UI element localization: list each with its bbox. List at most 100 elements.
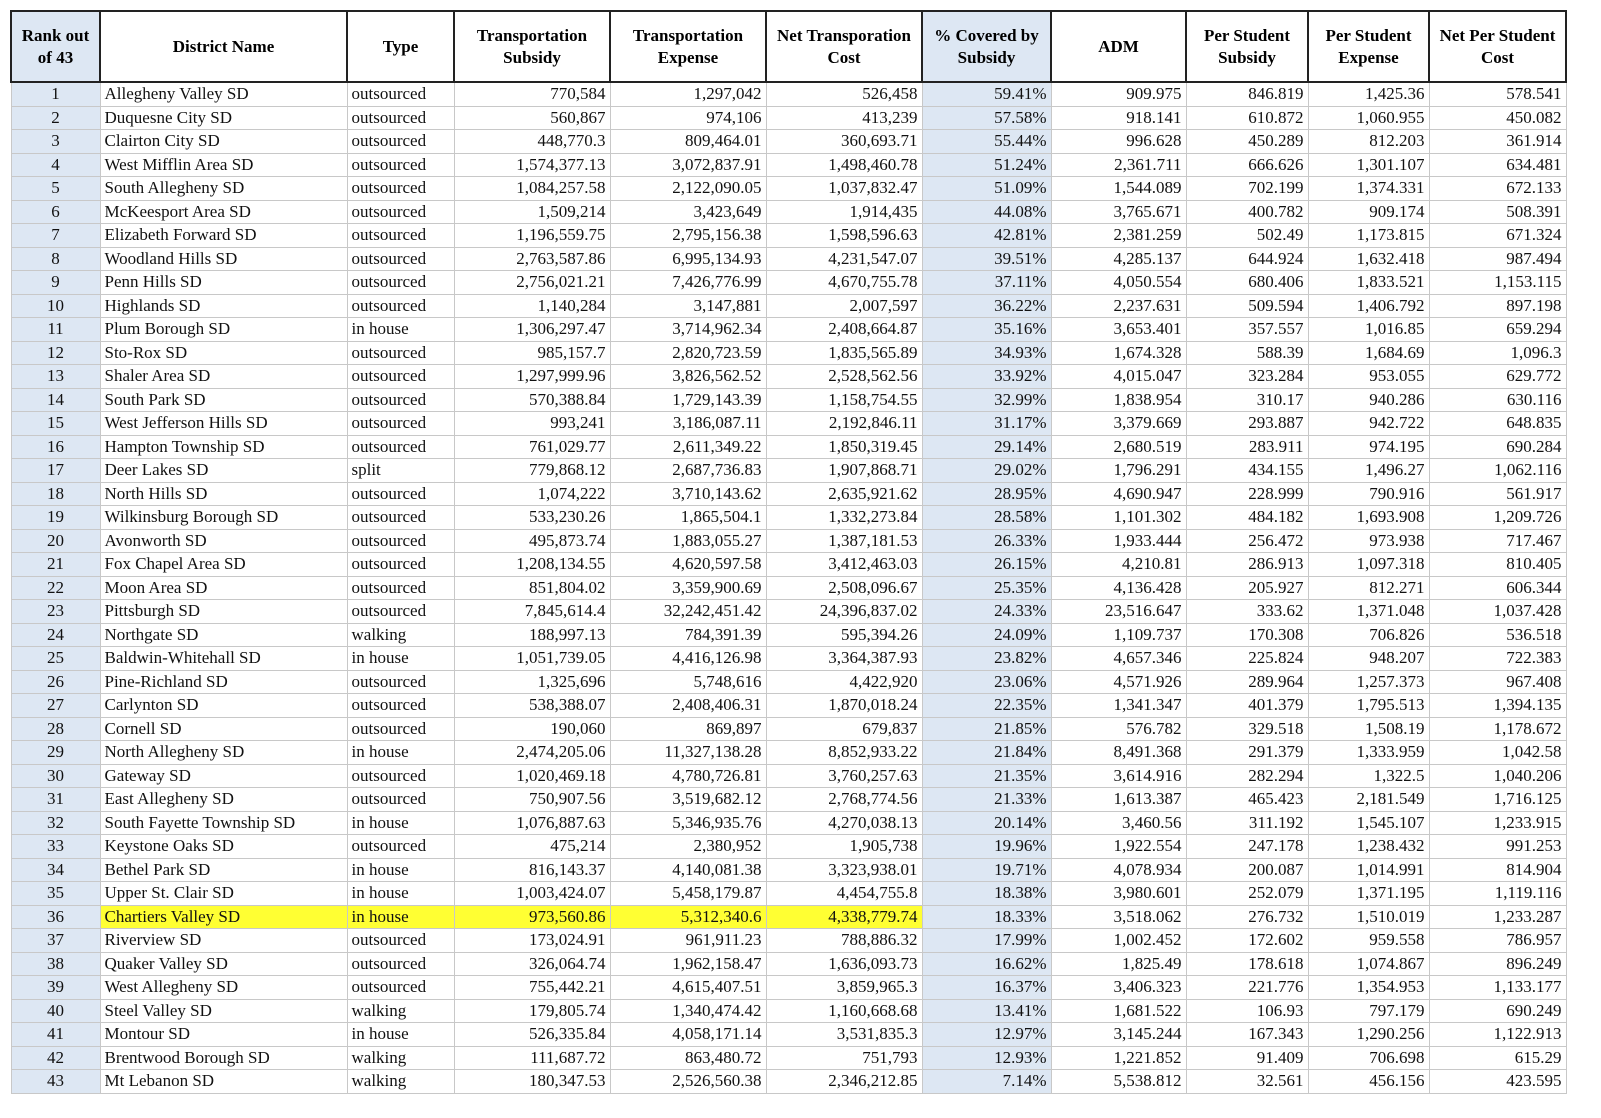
table-cell: 1,101.302	[1050, 505, 1187, 530]
table-cell: 1,333.959	[1307, 740, 1430, 765]
table-cell: 1,870,018.24	[765, 693, 923, 718]
table-cell: 1,016.85	[1307, 317, 1430, 342]
table-cell: 35.16%	[921, 317, 1052, 342]
table-cell: Cornell SD	[99, 716, 348, 741]
table-cell: 4,571.926	[1050, 669, 1187, 694]
table-cell: 1,153.115	[1428, 270, 1567, 295]
table-cell: 25	[10, 646, 101, 671]
table-cell: 26.15%	[921, 552, 1052, 577]
table-cell: outsourced	[346, 364, 455, 389]
table-cell: 973,560.86	[453, 904, 611, 929]
table-row: 6 McKeesport Area SD outsourced 1,509,214 3,…	[10, 199, 1567, 224]
table-cell: 570,388.84	[453, 387, 611, 412]
table-cell: 1,233.287	[1428, 904, 1567, 929]
table-cell: 39.51%	[921, 246, 1052, 271]
table-cell: 3,423,649	[609, 199, 767, 224]
table-cell: 28.95%	[921, 481, 1052, 506]
table-cell: Keystone Oaks SD	[99, 834, 348, 859]
table-cell: 1,545.107	[1307, 810, 1430, 835]
table-cell: 9	[10, 270, 101, 295]
table-cell: 170.308	[1185, 622, 1309, 647]
table-cell: 533,230.26	[453, 505, 611, 530]
table-cell: Clairton City SD	[99, 129, 348, 154]
table-row: 29 North Allegheny SD in house 2,474,205.06…	[10, 740, 1567, 765]
table-cell: 1,962,158.47	[609, 951, 767, 976]
table-cell: 560,867	[453, 105, 611, 130]
table-cell: 333.62	[1185, 599, 1309, 624]
table-cell: 495,873.74	[453, 528, 611, 553]
table-cell: 1,074.867	[1307, 951, 1430, 976]
table-cell: 2	[10, 105, 101, 130]
table-cell: 256.472	[1185, 528, 1309, 553]
table-cell: 788,886.32	[765, 928, 923, 953]
table-cell: 1,133.177	[1428, 975, 1567, 1000]
table-cell: 634.481	[1428, 152, 1567, 177]
table-cell: 814.904	[1428, 857, 1567, 882]
table-cell: 1,096.3	[1428, 340, 1567, 365]
table-cell: 526,458	[765, 81, 923, 107]
table-cell: 360,693.71	[765, 129, 923, 154]
table-row: 21 Fox Chapel Area SD outsourced 1,208,134.…	[10, 552, 1567, 577]
table-cell: 644.924	[1185, 246, 1309, 271]
table-cell: 671.324	[1428, 223, 1567, 248]
table-cell: 4,422,920	[765, 669, 923, 694]
table-cell: 4,210.81	[1050, 552, 1187, 577]
table-cell: Carlynton SD	[99, 693, 348, 718]
table-row: 4 West Mifflin Area SD outsourced 1,574,377…	[10, 152, 1567, 177]
table-cell: split	[346, 458, 455, 483]
table-cell: 2,756,021.21	[453, 270, 611, 295]
table-cell: 7,426,776.99	[609, 270, 767, 295]
table-cell: Northgate SD	[99, 622, 348, 647]
table-cell: 1,425.36	[1307, 81, 1430, 107]
table-cell: 2,380,952	[609, 834, 767, 859]
header-row: Rank out of 43 District Name Type Transport…	[10, 10, 1567, 83]
table-cell: 23	[10, 599, 101, 624]
table-cell: 1,510.019	[1307, 904, 1430, 929]
table-cell: 357.557	[1185, 317, 1309, 342]
table-cell: 32.99%	[921, 387, 1052, 412]
table-cell: 1,290.256	[1307, 1022, 1430, 1047]
table-cell: 896.249	[1428, 951, 1567, 976]
table-cell: Riverview SD	[99, 928, 348, 953]
table-cell: Duquesne City SD	[99, 105, 348, 130]
table-cell: outsourced	[346, 975, 455, 1000]
table-row: 3 Clairton City SD outsourced 448,770.3 809,…	[10, 129, 1567, 154]
table-cell: 2,361.711	[1050, 152, 1187, 177]
table-cell: 1,371.048	[1307, 599, 1430, 624]
table-cell: outsourced	[346, 787, 455, 812]
table-cell: 16	[10, 434, 101, 459]
table-cell: outsourced	[346, 481, 455, 506]
table-cell: 225.824	[1185, 646, 1309, 671]
table-row: 12 Sto-Rox SD outsourced 985,157.7 2,820,723…	[10, 340, 1567, 365]
table-cell: Elizabeth Forward SD	[99, 223, 348, 248]
table-cell: 42.81%	[921, 223, 1052, 248]
table-cell: 706.826	[1307, 622, 1430, 647]
table-cell: outsourced	[346, 951, 455, 976]
table-cell: 57.58%	[921, 105, 1052, 130]
table-cell: 178.618	[1185, 951, 1309, 976]
table-cell: 812.271	[1307, 575, 1430, 600]
table-cell: outsourced	[346, 176, 455, 201]
table-cell: 18	[10, 481, 101, 506]
table-cell: 629.772	[1428, 364, 1567, 389]
table-cell: 3,186,087.11	[609, 411, 767, 436]
table-cell: 948.207	[1307, 646, 1430, 671]
table-cell: 630.116	[1428, 387, 1567, 412]
table-cell: 293.887	[1185, 411, 1309, 436]
table-cell: Steel Valley SD	[99, 998, 348, 1023]
table-cell: 508.391	[1428, 199, 1567, 224]
table-cell: Montour SD	[99, 1022, 348, 1047]
table-cell: Avonworth SD	[99, 528, 348, 553]
table-cell: 2,381.259	[1050, 223, 1187, 248]
table-cell: Chartiers Valley SD	[99, 904, 348, 929]
table-row: 41 Montour SD in house 526,335.84 4,058,171.…	[10, 1022, 1567, 1047]
table-row: 5 South Allegheny SD outsourced 1,084,257.5…	[10, 176, 1567, 201]
table-cell: 24.33%	[921, 599, 1052, 624]
column-header: Transportation Subsidy	[453, 10, 611, 83]
table-cell: 289.964	[1185, 669, 1309, 694]
table-cell: 1,850,319.45	[765, 434, 923, 459]
table-cell: 8,491.368	[1050, 740, 1187, 765]
table-cell: 5,346,935.76	[609, 810, 767, 835]
table-cell: West Mifflin Area SD	[99, 152, 348, 177]
table-cell: in house	[346, 881, 455, 906]
